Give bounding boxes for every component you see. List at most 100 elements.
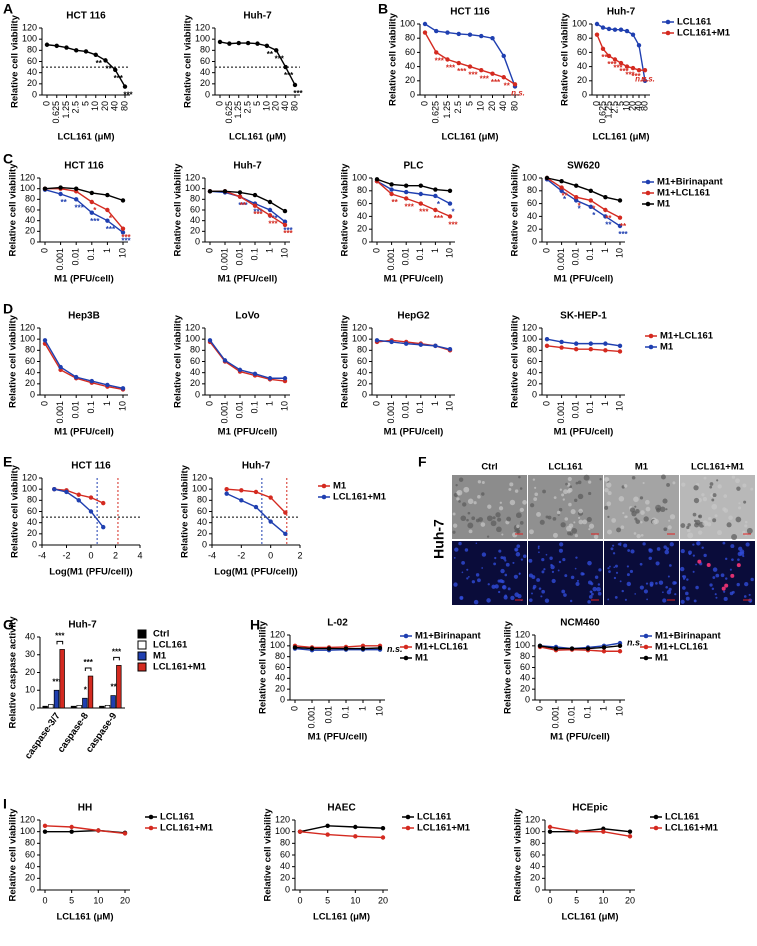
- x-tick-label: 0: [297, 895, 302, 905]
- nucleus: [590, 592, 594, 596]
- data-point: [103, 58, 108, 63]
- cell-texture: [560, 522, 566, 528]
- nucleus: [623, 543, 628, 548]
- data-point: [612, 57, 618, 62]
- x-axis-label: LCL161 (μM): [56, 912, 113, 923]
- nucleus: [621, 589, 624, 593]
- data-point: [603, 214, 608, 219]
- nucleus: [461, 571, 464, 574]
- data-point: [433, 187, 438, 192]
- data-point: [404, 189, 409, 195]
- data-point: [89, 210, 95, 215]
- legend-label: LCL161+M1: [665, 823, 719, 834]
- chart-title: HCT 116: [71, 461, 111, 472]
- y-tick-label: 0: [30, 389, 35, 399]
- significance-label: **: [111, 683, 118, 692]
- x-tick-label: 0.001: [386, 401, 396, 424]
- panel-label: I: [3, 796, 7, 812]
- data-point: [93, 52, 98, 57]
- cell-texture: [667, 525, 672, 530]
- data-point: [343, 646, 349, 651]
- data-point: [447, 201, 453, 206]
- data-point: [467, 32, 473, 37]
- nucleus: [528, 573, 533, 578]
- y-axis-label: Relative cell viability: [8, 163, 19, 257]
- y-tick-label: 60: [280, 849, 290, 859]
- cell-texture: [643, 516, 649, 522]
- y-tick-label: 40: [577, 61, 587, 71]
- cell-texture: [573, 521, 576, 524]
- data-point: [490, 36, 495, 41]
- nucleus: [665, 585, 668, 589]
- data-point: [253, 504, 259, 510]
- series-line: [546, 177, 621, 219]
- cell-texture: [736, 486, 741, 491]
- legend-marker: [643, 644, 649, 650]
- cell-texture: [709, 482, 714, 486]
- cell-texture: [467, 498, 474, 505]
- data-point: [268, 495, 273, 500]
- nucleus: [453, 582, 458, 587]
- series-line: [376, 180, 451, 218]
- cell-texture: [665, 508, 668, 511]
- chart-title: Huh-7: [242, 461, 271, 472]
- cell-texture: [490, 520, 497, 527]
- significance-label: **: [620, 222, 627, 231]
- data-point: [569, 646, 575, 651]
- x-tick-label: 5: [80, 101, 90, 106]
- y-tick-label: 40: [357, 367, 367, 377]
- y-tick-label: 100: [20, 334, 35, 344]
- y-tick-label: 20: [25, 378, 35, 388]
- x-tick-label: 0.1: [86, 248, 96, 261]
- nucleus: [609, 565, 611, 568]
- nucleus: [720, 573, 725, 578]
- nucleus: [559, 542, 564, 547]
- data-point: [617, 215, 623, 220]
- cell-texture: [559, 488, 562, 491]
- y-tick-label: 20: [280, 873, 290, 883]
- nucleus: [692, 570, 695, 573]
- nucleus: [674, 593, 677, 596]
- significance-label: ***: [457, 67, 467, 76]
- cell-texture: [731, 475, 736, 479]
- bracket: [56, 640, 64, 645]
- x-tick-label: 0.625: [224, 101, 234, 124]
- legend-label: LCL161: [665, 812, 700, 823]
- legend-label: M1+Birinapant: [655, 631, 722, 642]
- data-point: [606, 26, 612, 32]
- nucleus: [629, 569, 634, 573]
- nucleus: [649, 583, 654, 587]
- legend-label: M1: [153, 651, 167, 662]
- nucleus: [612, 544, 615, 547]
- data-point: [222, 189, 228, 194]
- series-line: [376, 339, 451, 350]
- x-tick-label: 10: [374, 706, 384, 716]
- x-tick-label: 0.01: [71, 401, 81, 419]
- y-tick-label: 120: [20, 322, 35, 332]
- significance-label: *: [451, 208, 455, 217]
- data-point: [245, 40, 251, 46]
- bar: [76, 704, 82, 709]
- x-tick-label: 0: [289, 706, 299, 711]
- nucleus: [481, 567, 484, 569]
- cell-texture: [692, 512, 697, 517]
- data-point: [601, 645, 607, 650]
- cell-texture: [547, 515, 552, 520]
- data-point: [456, 31, 461, 37]
- cell-texture: [509, 499, 516, 506]
- cell-texture: [578, 519, 584, 525]
- cell-texture: [636, 533, 641, 539]
- y-axis-label: Relative cell viability: [510, 163, 521, 257]
- cell-texture: [640, 533, 644, 537]
- data-point: [574, 198, 579, 203]
- nucleus: [575, 581, 580, 586]
- data-point: [434, 28, 439, 34]
- y-tick-label: 20: [190, 378, 200, 388]
- legend-label: LCL161: [677, 17, 712, 28]
- data-point: [600, 25, 606, 30]
- chart-title: Huh-7: [233, 161, 262, 172]
- cell-texture: [634, 505, 637, 508]
- cell-texture: [561, 493, 565, 497]
- legend-marker: [321, 494, 327, 500]
- data-point: [588, 204, 593, 209]
